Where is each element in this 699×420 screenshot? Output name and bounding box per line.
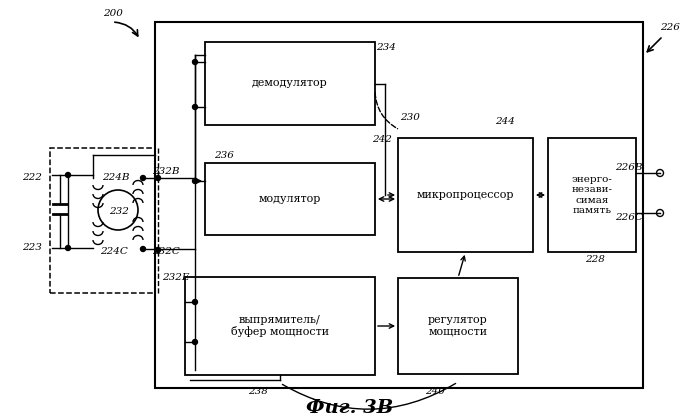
Bar [155, 22, 643, 388]
Bar [398, 278, 518, 374]
Bar [185, 277, 375, 375]
Bar [165, 28, 455, 385]
Circle shape [192, 339, 198, 344]
Text: энерго-
незави-
симая
память: энерго- незави- симая память [572, 175, 612, 215]
Bar [205, 163, 375, 235]
Circle shape [66, 246, 71, 250]
Text: 232В: 232В [152, 168, 180, 176]
Text: 226: 226 [660, 24, 680, 32]
Bar [390, 128, 638, 261]
Circle shape [155, 247, 161, 252]
Bar [548, 138, 636, 252]
Circle shape [192, 299, 198, 304]
Text: 232: 232 [109, 207, 129, 216]
Text: микропроцессор: микропроцессор [417, 190, 514, 200]
Circle shape [192, 178, 198, 184]
Text: 224С: 224С [100, 247, 128, 257]
Circle shape [192, 60, 198, 65]
Circle shape [66, 173, 71, 178]
Bar [390, 267, 638, 385]
Circle shape [140, 247, 145, 252]
Circle shape [192, 105, 198, 110]
Text: модулятор: модулятор [259, 194, 321, 204]
Text: регулятор
мощности: регулятор мощности [428, 315, 488, 337]
Text: 238: 238 [248, 388, 268, 396]
Text: демодулятор: демодулятор [252, 79, 328, 89]
Text: 226С: 226С [615, 213, 643, 223]
Circle shape [155, 176, 161, 181]
Text: 230: 230 [400, 113, 420, 123]
Bar [205, 42, 375, 125]
Text: выпрямитель/
буфер мощности: выпрямитель/ буфер мощности [231, 315, 329, 337]
Text: 224В: 224В [102, 173, 129, 183]
Text: 228: 228 [585, 255, 605, 265]
Text: 232С: 232С [152, 247, 180, 257]
Text: 232Е: 232Е [162, 273, 189, 283]
Text: 222: 222 [22, 173, 42, 183]
Text: 226В: 226В [615, 163, 642, 173]
Circle shape [140, 176, 145, 181]
Text: 236: 236 [214, 150, 234, 160]
Text: 244: 244 [495, 118, 515, 126]
Text: 234: 234 [376, 42, 396, 52]
Text: Фиг. 3В: Фиг. 3В [306, 399, 394, 417]
Text: 200: 200 [103, 10, 123, 18]
Text: 242: 242 [372, 136, 392, 144]
Bar [50, 148, 158, 293]
Bar [398, 138, 533, 252]
Text: 240: 240 [425, 388, 445, 396]
Text: 223: 223 [22, 244, 42, 252]
